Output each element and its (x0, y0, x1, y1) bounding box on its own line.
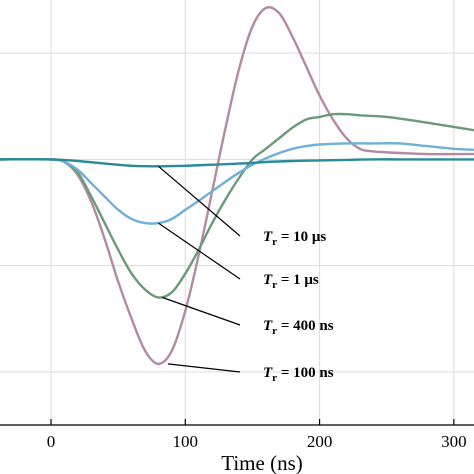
annotation-leader-100ns (167, 363, 241, 373)
x-axis-title: Time (ns) (221, 451, 303, 474)
x-tick-label: 300 (441, 432, 467, 451)
annotation-label-10us: Tr = 10 μs (263, 229, 326, 248)
series-line-100ns (0, 6, 474, 366)
annotation-leader-1us (158, 222, 241, 280)
series-line-400ns (0, 112, 474, 299)
annotation-leader-400ns (162, 296, 241, 326)
x-tick-label: 0 (47, 432, 56, 451)
x-tick-label: 100 (173, 432, 199, 451)
series-lines (0, 6, 474, 366)
series-line-10us (0, 158, 474, 168)
series-line-1us (0, 142, 474, 225)
x-tick-labels: 0 100 200 300 (47, 419, 467, 451)
annotation-leader-10us (158, 165, 241, 237)
grid (0, 0, 474, 425)
annotations: Tr = 10 μs Tr = 1 μs Tr = 400 ns Tr = 100 n… (158, 165, 334, 384)
annotation-label-400ns: Tr = 400 ns (263, 318, 334, 337)
annotation-label-100ns: Tr = 100 ns (263, 365, 334, 384)
annotation-label-1us: Tr = 1 μs (263, 272, 319, 291)
x-tick-label: 200 (307, 432, 333, 451)
